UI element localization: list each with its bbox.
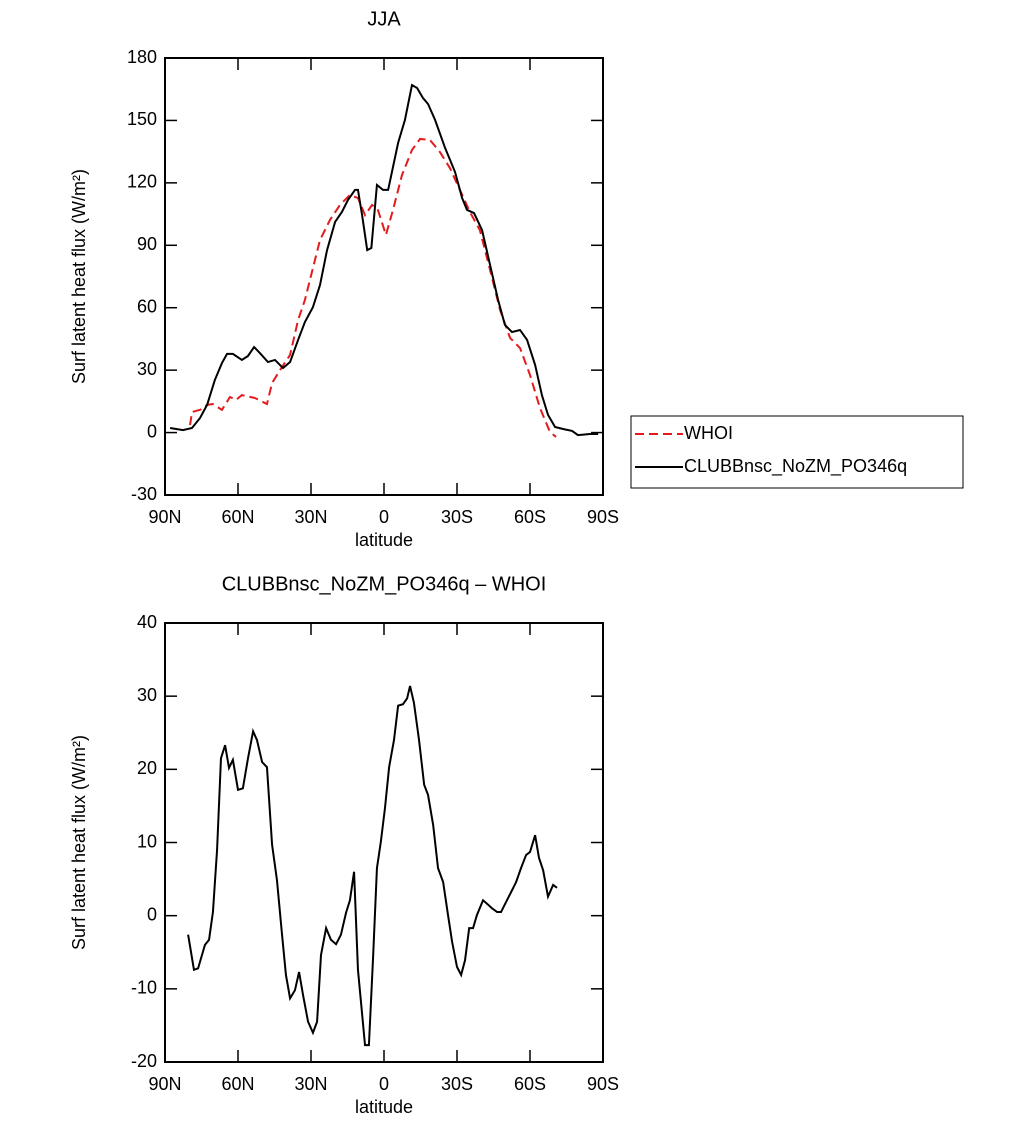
y-tick-label: 30: [137, 359, 157, 379]
y-tick-label: 10: [137, 831, 157, 851]
data-line: [187, 685, 558, 1047]
y-tick-label: 30: [137, 685, 157, 705]
y-axis-label: Surf latent heat flux (W/m²): [69, 735, 89, 950]
y-tick-label: 120: [127, 172, 157, 192]
plot-frame: [164, 57, 604, 496]
y-tick-label: -30: [131, 484, 157, 504]
x-tick-label: 0: [379, 1074, 389, 1094]
x-tick-label: 0: [379, 507, 389, 527]
x-tick-label: 60S: [514, 1074, 546, 1094]
x-tick-label: 90S: [587, 507, 619, 527]
chart-title: JJA: [367, 8, 401, 30]
x-axis-label: latitude: [355, 1097, 413, 1117]
x-tick-label: 30N: [294, 1074, 327, 1094]
legend-box: [630, 415, 964, 489]
y-tick-label: -20: [131, 1051, 157, 1071]
plot: CLUBBnsc_NoZM_PO346q – WHOI -20 -10 0 10 20 30…: [69, 573, 619, 1116]
chart-title: CLUBBnsc_NoZM_PO346q – WHOI: [222, 573, 547, 595]
x-tick-label: 60S: [514, 507, 546, 527]
y-tick-label: 0: [147, 904, 157, 924]
y-tick-label: 60: [137, 296, 157, 316]
y-tick-label: 0: [147, 421, 157, 441]
legend-label: WHOI: [684, 423, 733, 443]
y-tick-label: 90: [137, 234, 157, 254]
y-tick-label: 180: [127, 47, 157, 67]
x-tick-label: 90N: [148, 507, 181, 527]
data-line: [189, 137, 557, 438]
x-tick-label: 60N: [221, 1074, 254, 1094]
plot-frame: [164, 622, 604, 1063]
legend: WHOI CLUBBnsc_NoZM_PO346q: [630, 415, 964, 489]
x-tick-label: 60N: [221, 507, 254, 527]
x-axis-label: latitude: [355, 530, 413, 550]
data-line: [169, 83, 599, 437]
y-axis-label: Surf latent heat flux (W/m²): [69, 169, 89, 384]
legend-label: CLUBBnsc_NoZM_PO346q: [684, 456, 907, 477]
y-tick-label: 150: [127, 109, 157, 129]
x-tick-label: 30S: [441, 507, 473, 527]
y-tick-label: 40: [137, 612, 157, 632]
x-tick-label: 30S: [441, 1074, 473, 1094]
x-tick-label: 90S: [587, 1074, 619, 1094]
y-tick-label: -10: [131, 978, 157, 998]
y-tick-label: 20: [137, 758, 157, 778]
x-tick-label: 30N: [294, 507, 327, 527]
plot: JJA -30 0 30 60 90 120 150 180 90N 60N 30N 0 30S 60S 90…: [69, 8, 964, 550]
x-tick-label: 90N: [148, 1074, 181, 1094]
